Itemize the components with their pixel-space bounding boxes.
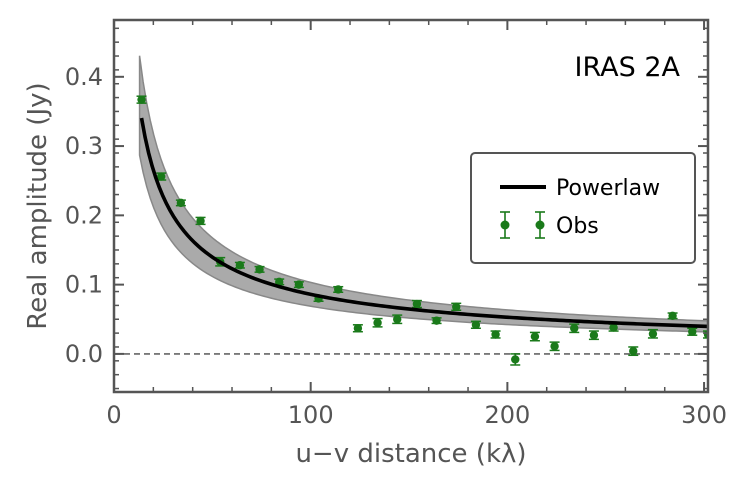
legend-box xyxy=(470,152,696,264)
legend-obs-label: Obs xyxy=(556,214,599,239)
obs-point xyxy=(490,330,501,339)
obs-point xyxy=(392,314,403,325)
obs-point xyxy=(156,172,167,181)
y-axis-label: Real amplitude (Jy) xyxy=(23,82,53,329)
obs-point xyxy=(667,311,678,320)
obs-marker xyxy=(176,198,186,208)
obs-point xyxy=(411,299,422,309)
y-tick-label: 0.3 xyxy=(65,132,103,160)
obs-point xyxy=(352,324,363,333)
obs-marker xyxy=(432,316,441,325)
obs-point xyxy=(687,327,698,336)
x-tick-labels: 0 100 200 300 xyxy=(106,401,727,429)
obs-point xyxy=(628,346,639,357)
obs-marker xyxy=(157,172,166,181)
obs-marker xyxy=(530,332,540,341)
obs-marker xyxy=(452,302,461,311)
obs-marker xyxy=(471,320,481,330)
obs-marker xyxy=(491,330,500,339)
obs-point xyxy=(234,261,245,270)
obs-marker xyxy=(255,265,264,274)
obs-marker xyxy=(196,216,205,226)
dataset-annotation: IRAS 2A xyxy=(575,52,681,83)
obs-marker xyxy=(275,277,284,287)
obs-point xyxy=(569,323,580,334)
obs-point xyxy=(175,198,186,208)
legend-obs-swatch xyxy=(500,211,545,239)
obs-marker xyxy=(629,346,638,356)
x-tick-label: 0 xyxy=(106,401,121,429)
obs-marker xyxy=(570,324,579,333)
legend-powerlaw-label: Powerlaw xyxy=(556,176,660,201)
obs-point xyxy=(470,320,481,330)
x-tick-label: 300 xyxy=(681,401,727,429)
obs-marker xyxy=(688,327,697,336)
obs-marker xyxy=(373,318,382,327)
obs-marker xyxy=(609,323,618,332)
obs-point xyxy=(195,216,206,226)
obs-point xyxy=(333,285,344,294)
obs-marker xyxy=(235,261,245,270)
y-tick-label: 0.1 xyxy=(65,271,103,299)
plot-frame xyxy=(112,18,710,394)
y-tick-label: 0.0 xyxy=(65,340,103,368)
obs-point xyxy=(647,328,658,339)
obs-point xyxy=(372,317,383,328)
obs-marker xyxy=(137,95,146,104)
model-uncertainty-band xyxy=(138,55,708,333)
obs-marker xyxy=(668,311,677,320)
legend: Powerlaw Obs xyxy=(470,152,696,264)
obs-point xyxy=(431,316,442,325)
obs-marker xyxy=(511,355,520,364)
y-tick-labels: 0.0 0.1 0.2 0.3 0.4 xyxy=(65,63,103,368)
obs-marker xyxy=(648,329,658,339)
obs-marker xyxy=(353,324,363,333)
obs-point xyxy=(529,331,540,342)
x-tick-label: 100 xyxy=(288,401,334,429)
x-axis-label: u−v distance (kλ) xyxy=(295,439,526,469)
obs-marker xyxy=(393,315,402,324)
obs-point xyxy=(451,302,462,312)
axis-ticks xyxy=(113,20,708,392)
obs-point xyxy=(549,341,560,352)
obs-marker xyxy=(294,280,304,289)
y-tick-label: 0.4 xyxy=(65,63,103,91)
powerlaw-model-line xyxy=(139,117,708,329)
x-tick-label: 200 xyxy=(484,401,530,429)
obs-point xyxy=(254,265,265,274)
obs-point xyxy=(136,95,147,104)
obs-point xyxy=(588,330,599,341)
obs-marker xyxy=(589,330,599,340)
obs-point xyxy=(510,353,521,366)
obs-marker xyxy=(334,285,343,294)
plot-area xyxy=(114,55,708,366)
obs-marker xyxy=(412,299,422,309)
obs-marker xyxy=(550,342,559,351)
y-tick-label: 0.2 xyxy=(65,201,103,229)
obs-point xyxy=(293,280,304,289)
